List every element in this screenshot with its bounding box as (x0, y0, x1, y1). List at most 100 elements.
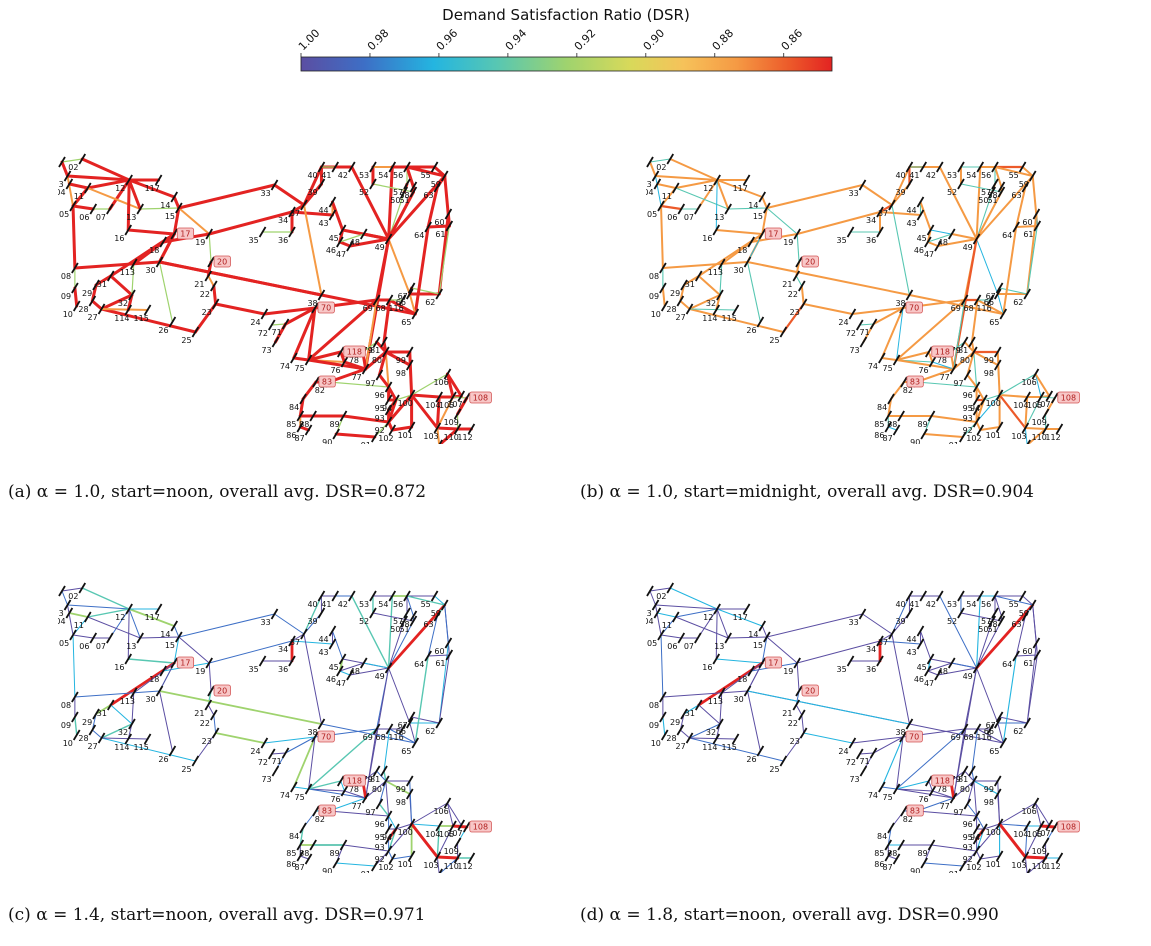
transmission-line (438, 654, 450, 724)
transmission-line (208, 640, 293, 664)
bus-marker (407, 389, 416, 401)
transmission-line (68, 612, 89, 618)
bus-marker (445, 220, 454, 232)
bus-marker (859, 765, 868, 777)
bus-marker (991, 607, 999, 619)
colorbar-tick-label: 0.96 (434, 27, 461, 54)
bus-marker (388, 161, 397, 173)
transmission-line (214, 732, 266, 744)
bus-label: 94 (382, 404, 392, 413)
highlighted-bus: 17 (764, 656, 783, 669)
bus-marker (694, 203, 702, 215)
bus-label: 03 (646, 609, 652, 618)
transmission-line (67, 604, 130, 610)
transmission-line (384, 350, 412, 367)
bus-label: 113 (708, 268, 723, 277)
bus-label: 80 (960, 356, 970, 365)
colorbar: 1.00 0.98 0.96 0.94 0.92 0.90 0.88 0.86 (296, 27, 833, 72)
bus-marker (1033, 649, 1042, 661)
bus-marker (168, 316, 177, 328)
bus-marker (106, 699, 115, 711)
transmission-line (408, 293, 417, 315)
transmission-line (973, 351, 978, 388)
bus-label: 65 (989, 318, 999, 327)
bus-label: 28 (78, 305, 88, 314)
highlighted-bus-label: 118 (935, 777, 950, 786)
transmission-line (1027, 857, 1047, 873)
bus-label: 52 (359, 617, 369, 626)
transmission-line (308, 788, 345, 792)
bus-marker (798, 280, 806, 292)
bus-marker (1051, 821, 1059, 833)
bus-label: 79 (363, 346, 373, 355)
bus-marker (346, 669, 354, 681)
bus-label: 48 (938, 238, 948, 247)
transmission-line (100, 307, 197, 334)
transmission-line (952, 351, 975, 370)
transmission-line (973, 780, 978, 817)
colorbar-tick-label: 0.94 (503, 27, 530, 54)
transmission-line (878, 203, 894, 214)
bus-label: 110 (1032, 862, 1047, 871)
bus-marker (976, 590, 985, 602)
bus-label: 05 (647, 210, 657, 219)
bus-marker (129, 258, 138, 270)
bus-marker (453, 837, 462, 849)
bus-marker (299, 393, 307, 405)
bus-marker (960, 294, 969, 306)
bus-label: 23 (202, 308, 212, 317)
bus-label: 75 (295, 364, 305, 373)
bus-label: 07 (96, 213, 106, 222)
bus-marker (409, 610, 418, 622)
bus-marker (892, 424, 901, 436)
bus-marker (463, 821, 471, 833)
bus-label: 18 (149, 675, 159, 684)
bus-marker (763, 202, 771, 214)
transmission-line (891, 633, 910, 725)
transmission-line (172, 195, 181, 210)
transmission-line (891, 595, 910, 635)
bus-label: 69 (951, 304, 961, 313)
highlighted-bus-label: 83 (910, 807, 920, 816)
bus-marker (83, 182, 92, 194)
transmission-line (960, 183, 1002, 193)
transmission-line (388, 620, 414, 669)
transmission-line (971, 341, 975, 353)
highlighted-bus: 108 (1057, 391, 1080, 404)
bus-label: 92 (963, 855, 973, 864)
bus-label: 51 (987, 196, 997, 205)
highlighted-bus-label: 20 (805, 258, 815, 267)
bus-label: 116 (388, 304, 403, 313)
transmission-line (382, 298, 392, 344)
bus-label: 52 (947, 188, 957, 197)
transmission-line (971, 299, 979, 343)
bus-label: 03 (646, 180, 652, 189)
bus-marker (892, 783, 901, 795)
bus-label: 13 (126, 642, 136, 651)
bus-marker (361, 363, 370, 375)
bus-label: 44 (906, 206, 916, 215)
bus-marker (980, 394, 988, 406)
bus-label: 05 (59, 639, 69, 648)
bus-label: 46 (326, 675, 336, 684)
transmission-line (284, 306, 317, 326)
bus-marker (660, 729, 669, 741)
transmission-line (908, 294, 1005, 315)
bus-marker (290, 781, 298, 793)
transmission-line (930, 415, 978, 423)
highlighted-bus: 17 (764, 227, 783, 240)
transmission-line (976, 299, 1005, 315)
bus-marker (205, 657, 213, 669)
transmission-line (795, 704, 803, 716)
bus-label: 38 (895, 299, 905, 308)
bus-label: 85 (874, 849, 884, 858)
transmission-line (679, 729, 691, 739)
transmission-line (61, 158, 83, 163)
bus-marker (666, 582, 675, 594)
transmission-line (675, 187, 729, 210)
bus-label: 16 (114, 234, 124, 243)
bus-marker (747, 665, 755, 677)
bus-marker (388, 424, 397, 436)
bus-label: 58 (987, 191, 997, 200)
